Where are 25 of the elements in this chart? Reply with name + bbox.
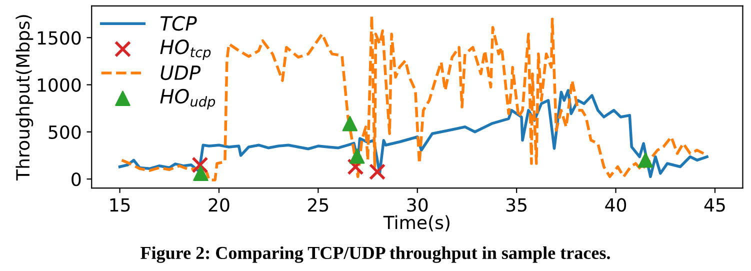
- x-axis-title: Time(s): [383, 215, 450, 232]
- x-tick-label: 25: [308, 198, 328, 212]
- x-tick-label: 40: [605, 198, 626, 212]
- point: [342, 116, 358, 132]
- x-tick-label: 30: [407, 198, 428, 212]
- y-tick-label: 0: [72, 172, 81, 186]
- point: [193, 166, 208, 182]
- y-tick-label: 500: [48, 125, 81, 140]
- point: [347, 158, 364, 176]
- y-tick-label: 1500: [38, 31, 81, 45]
- point: [638, 152, 654, 168]
- legend-label: UDP: [160, 66, 201, 80]
- legend-label: HO$_{udp}$: [160, 88, 216, 110]
- legend-label: TCP: [160, 16, 197, 31]
- y-tick-label: 1000: [38, 78, 81, 92]
- y-axis-title: Throughput(Mbps): [16, 15, 34, 181]
- x-tick-label: 20: [208, 198, 230, 212]
- x-tick-label: 35: [506, 198, 526, 212]
- point: [349, 148, 365, 164]
- legend-label: HO$_{tcp}$: [160, 40, 211, 60]
- point: [192, 156, 208, 174]
- x-tick-label: 15: [110, 198, 130, 212]
- point: [368, 163, 386, 180]
- x-tick-label: 45: [704, 198, 725, 212]
- caption: Figure 2: Comparing TCP/UDP throughput in sample traces.: [140, 246, 610, 263]
